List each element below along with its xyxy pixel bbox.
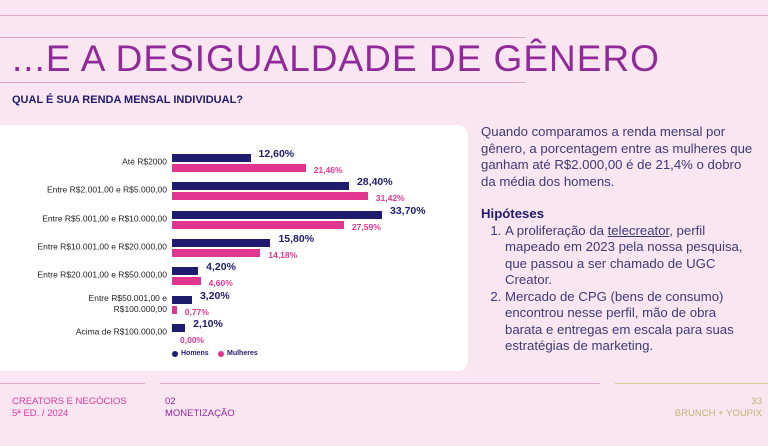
text: , perfil mapeado em 2023 pela nossa pesq… xyxy=(505,222,743,288)
footer-left: CREATORS E NEGÓCIOS 5ª ED. / 2024 xyxy=(12,396,127,420)
category-label: Entre R$10.001,00 e R$20.000,00 xyxy=(37,241,168,252)
data-label: 0,00% xyxy=(180,334,205,345)
data-label: 31,42% xyxy=(375,193,405,204)
bar xyxy=(172,295,192,304)
bar xyxy=(172,182,349,191)
subtitle: QUAL É SUA RENDA MENSAL INDIVIDUAL? xyxy=(12,94,244,106)
bar xyxy=(172,238,271,247)
data-label: 33,70% xyxy=(390,204,426,217)
legend-swatch xyxy=(172,350,178,357)
list-item: Mercado de CPG (bens de consumo) encontr… xyxy=(505,289,756,355)
footer-text: BRUNCH + YOUPIX xyxy=(674,408,762,419)
bar xyxy=(172,277,201,286)
bar xyxy=(172,220,344,229)
divider xyxy=(615,383,768,384)
legend-swatch xyxy=(218,350,224,357)
bar xyxy=(172,154,251,162)
data-label: 2,10% xyxy=(193,317,223,330)
footer-text: 5ª ED. / 2024 xyxy=(12,408,69,419)
chart: Até R$2000 12,60% 21,46% Entre R$2.001,00 e… xyxy=(37,148,426,357)
category-label: Entre R$50.001,00 e R$100.000,00 xyxy=(88,292,167,314)
list-item: A proliferação da telecreator, perfil ma… xyxy=(505,223,756,289)
bar xyxy=(172,210,382,219)
footer-text: CREATORS E NEGÓCIOS xyxy=(12,396,127,407)
footer-right: 33 BRUNCH + YOUPIX xyxy=(675,396,762,420)
divider xyxy=(0,15,768,16)
legend-item: Mulheres xyxy=(218,350,258,357)
bar xyxy=(172,164,306,172)
divider xyxy=(0,383,145,384)
legend-label: Mulheres xyxy=(227,350,258,357)
legend-item: Homens xyxy=(172,350,209,357)
data-label: 4,60% xyxy=(208,278,233,289)
link-text: telecreator xyxy=(607,222,670,238)
text-panel: Quando comparamos a renda mensal por gên… xyxy=(481,124,756,355)
bar xyxy=(172,323,186,332)
footer-middle: 02 MONETIZAÇÃO xyxy=(165,396,235,420)
divider xyxy=(0,82,525,83)
data-label: 4,20% xyxy=(206,261,236,274)
footer-text: 33 xyxy=(751,396,762,407)
data-label: 12,60% xyxy=(258,148,295,160)
category-label: Acima de R$100.000,00 xyxy=(75,326,167,337)
bar xyxy=(172,248,261,257)
category-label: Entre R$2.001,00 e R$5.000,00 xyxy=(46,184,167,195)
text: A proliferação da xyxy=(505,222,608,238)
data-label: 14,18% xyxy=(268,249,298,260)
data-label: 21,46% xyxy=(313,165,343,175)
footer-text: MONETIZAÇÃO xyxy=(165,408,235,419)
paragraph: Quando comparamos a renda mensal por gên… xyxy=(481,124,753,189)
legend-label: Homens xyxy=(181,350,209,357)
category-label: Entre R$20.001,00 e R$50.000,00 xyxy=(37,269,168,280)
data-label: 15,80% xyxy=(278,232,315,245)
divider xyxy=(160,383,600,384)
footer-text: 02 xyxy=(165,396,176,407)
text: Mercado de CPG (bens de consumo) encontr… xyxy=(505,288,734,354)
heading: Hipóteses xyxy=(481,206,545,221)
category-label: Entre R$5.001,00 e R$10.000,00 xyxy=(42,213,167,224)
data-label: 27,59% xyxy=(351,221,381,232)
data-label: 28,40% xyxy=(356,176,393,189)
bar xyxy=(172,267,199,276)
category-label: Até R$2000 xyxy=(122,156,167,167)
bar xyxy=(172,305,177,314)
data-label: 3,20% xyxy=(199,289,230,302)
data-label: 0,77% xyxy=(184,306,209,317)
divider xyxy=(0,37,525,38)
bar xyxy=(172,192,368,201)
title: ...E A DESIGUALDADE DE GÊNERO xyxy=(12,38,660,79)
